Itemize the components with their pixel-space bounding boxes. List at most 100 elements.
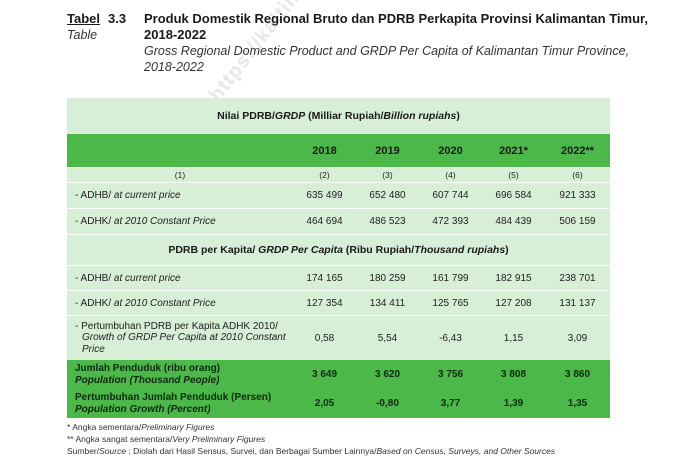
row-label: Pertumbuhan Jumlah Penduduk (Persen) Pop… — [67, 389, 293, 418]
table-row-population: Jumlah Penduduk (ribu orang) Population … — [67, 360, 610, 389]
column-number-row: (1) (2) (3) (4) (5) (6) — [67, 167, 610, 182]
value-cell: 506 159 — [559, 216, 596, 227]
pdrb-section-title: Nilai PDRB/GRDP (Milliar Rupiah/Billion … — [67, 98, 610, 134]
value-cell: 134 411 — [369, 297, 406, 309]
value-cell: 3,77 — [440, 398, 461, 409]
table-title-id: Produk Domestik Regional Bruto dan PDRB … — [144, 11, 648, 42]
value-cell: 238 701 — [559, 272, 596, 284]
capita-title-part: Thousand rupiahs — [414, 244, 506, 256]
row-label-line: Jumlah Penduduk (ribu orang) — [75, 363, 221, 374]
pdrb-table: Nilai PDRB/GRDP (Milliar Rupiah/Billion … — [67, 98, 610, 418]
row-label: - ADHB/ at current price — [67, 183, 293, 208]
row-label: - ADHK/ at 2010 Constant Price — [67, 291, 293, 315]
table-number: 3.3 — [108, 11, 127, 26]
table-row-capita-adhk: - ADHK/ at 2010 Constant Price 127 354 1… — [67, 290, 610, 315]
value-cell: 472 393 — [432, 216, 469, 227]
value-cell: 180 259 — [369, 272, 406, 284]
value-cell: 127 208 — [495, 297, 532, 309]
row-label-line-en: Population (Thousand People) — [75, 374, 220, 386]
value-cell: 1,39 — [503, 398, 524, 409]
table-row-capita-adhb: - ADHB/ at current price 174 165 180 259… — [67, 265, 610, 290]
source-label-en: Source — [99, 446, 127, 456]
table-notes: * Angka sementara/Preliminary Figures **… — [67, 421, 555, 457]
row-label-line-en: Growth of GRDP Per Capita at 2010 Consta… — [82, 332, 286, 344]
table-label: Tabel — [67, 11, 100, 26]
table-label-en: Table — [67, 28, 98, 42]
value-cell: 127 354 — [306, 297, 343, 309]
year-2021: 2021* — [499, 144, 528, 157]
capita-title-part: PDRB per Kapita/ — [168, 244, 259, 256]
capita-title-part: ) — [505, 244, 509, 256]
value-cell: 3 649 — [311, 369, 338, 380]
value-cell: 174 165 — [306, 272, 343, 284]
value-cell: 182 915 — [495, 272, 532, 284]
table-row-adhb: - ADHB/ at current price 635 499 652 480… — [67, 182, 610, 208]
row-label-prefix: - ADHB/ — [75, 272, 112, 284]
note-source: Sumber/Source : Diolah dari Hasil Sensus… — [67, 445, 555, 457]
table-title-block: Tabel 3.3 Table Produk Domestik Regional… — [67, 11, 657, 81]
value-cell: -0,80 — [376, 398, 399, 409]
year-header-row: 2018 2019 2020 2021* 2022** — [67, 134, 610, 167]
row-label: - Pertumbuhan PDRB per Kapita ADHK 2010/… — [67, 316, 293, 360]
colnum-2: (2) — [319, 170, 330, 180]
colnum-text: (1) — [174, 170, 186, 180]
row-label-en: at current price — [113, 272, 181, 284]
value-cell: 5,54 — [377, 332, 398, 344]
row-label-prefix: - ADHK/ — [75, 297, 112, 309]
value-cell: 3,09 — [567, 332, 588, 344]
year-2019: 2019 — [375, 144, 400, 157]
value-cell: 3 620 — [374, 369, 401, 380]
note-very-preliminary: ** Angka sangat sementara/Very Prelimina… — [67, 433, 555, 445]
note-preliminary: * Angka sementara/Preliminary Figures — [67, 421, 555, 433]
value-cell: 131 137 — [559, 297, 596, 309]
row-label-line: - Pertumbuhan PDRB per Kapita ADHK 2010/ — [75, 320, 278, 332]
value-cell: 484 439 — [495, 216, 532, 227]
year-header-label — [67, 134, 293, 167]
table-row-population-growth: Pertumbuhan Jumlah Penduduk (Persen) Pop… — [67, 389, 610, 418]
capita-title-part: (Ribu Rupiah/ — [342, 244, 415, 256]
value-cell: 921 333 — [559, 190, 596, 201]
note-text-en: Very Preliminary Figures — [172, 434, 266, 444]
value-cell: 3 756 — [437, 369, 464, 380]
value-cell: 1,35 — [567, 398, 588, 409]
value-cell: 635 499 — [306, 190, 343, 201]
pdrb-title-part: GRDP — [274, 110, 306, 122]
value-cell: 696 584 — [495, 190, 532, 201]
row-label-line-en: Population Growth (Percent) — [75, 403, 211, 415]
value-cell: 3 860 — [564, 369, 591, 380]
row-label: - ADHB/ at current price — [67, 266, 293, 290]
table-title-en: Gross Regional Domestic Product and GRDP… — [144, 44, 630, 74]
year-2018: 2018 — [312, 144, 337, 157]
colnum-5: (5) — [508, 170, 519, 180]
note-text: * Angka sementara/ — [67, 422, 142, 432]
table-row-adhk: - ADHK/ at 2010 Constant Price 464 694 4… — [67, 208, 610, 234]
value-cell: 161 799 — [432, 272, 469, 284]
source-text: : Diolah dari Hasil Sensus, Survei, dan … — [126, 446, 377, 456]
row-label-prefix: - ADHK/ — [75, 216, 112, 227]
capita-title-part: GRDP Per Capita — [258, 244, 343, 256]
value-cell: 2,05 — [314, 398, 335, 409]
note-text-en: Preliminary Figures — [141, 422, 215, 432]
pdrb-title-part: (Milliar Rupiah/ — [305, 110, 384, 122]
row-label: - ADHK/ at 2010 Constant Price — [67, 209, 293, 234]
pdrb-title-part: Billion rupiahs — [383, 110, 457, 122]
value-cell: 125 765 — [432, 297, 469, 309]
capita-section-header: PDRB per Kapita/ GRDP Per Capita (Ribu R… — [67, 234, 610, 265]
row-label-en: at 2010 Constant Price — [113, 297, 216, 309]
row-label-en: at 2010 Constant Price — [113, 216, 216, 227]
year-2020: 2020 — [438, 144, 463, 157]
table-row-capita-growth: - Pertumbuhan PDRB per Kapita ADHK 2010/… — [67, 315, 610, 360]
value-cell: 3 808 — [500, 369, 527, 380]
note-text: ** Angka sangat sementara/ — [67, 434, 173, 444]
colnum-1: (1) — [67, 168, 293, 182]
row-label-en: at current price — [113, 190, 181, 201]
source-text-en: Based on Census, Surveys, and Other Sour… — [376, 446, 556, 456]
source-label: Sumber/ — [67, 446, 100, 456]
row-label-line-en: Price — [82, 343, 105, 355]
value-cell: 486 523 — [369, 216, 406, 227]
colnum-4: (4) — [445, 170, 456, 180]
row-label-prefix: - ADHB/ — [75, 190, 112, 201]
value-cell: 0,58 — [314, 332, 335, 344]
colnum-6: (6) — [572, 170, 583, 180]
colnum-3: (3) — [382, 170, 393, 180]
